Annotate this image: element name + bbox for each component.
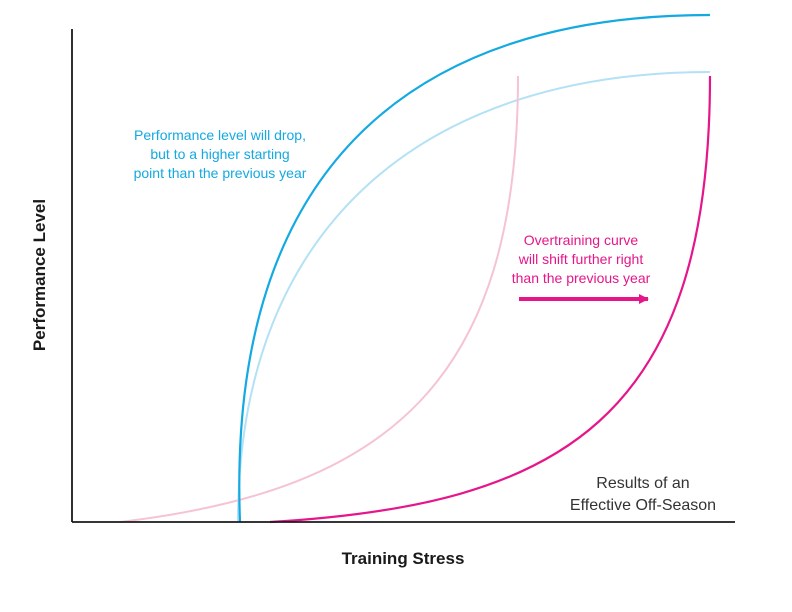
note-line: Overtraining curve [523,232,639,248]
caption-line: Effective Off-Season [569,497,717,514]
note-line: but to a higher starting [150,146,290,162]
overtraining-curve-previous [119,75,519,523]
y-axis-label: Performance Level [30,198,49,352]
note-line: than the previous year [511,270,651,286]
overtraining-shift-note: Overtraining curve will shift further ri… [512,231,651,288]
diagram-caption: Results of an Effective Off-Season [570,473,716,517]
note-line: point than the previous year [133,165,307,181]
overtraining-curve-current [269,75,712,524]
note-line: Performance level will drop, [134,127,306,143]
x-axis-label: Training Stress [341,549,465,568]
note-line: will shift further right [518,251,644,267]
performance-curve-previous [237,71,711,523]
caption-line: Results of an [596,475,690,492]
performance-drop-note: Performance level will drop, but to a hi… [134,126,307,183]
performance-curve-current [238,13,711,523]
